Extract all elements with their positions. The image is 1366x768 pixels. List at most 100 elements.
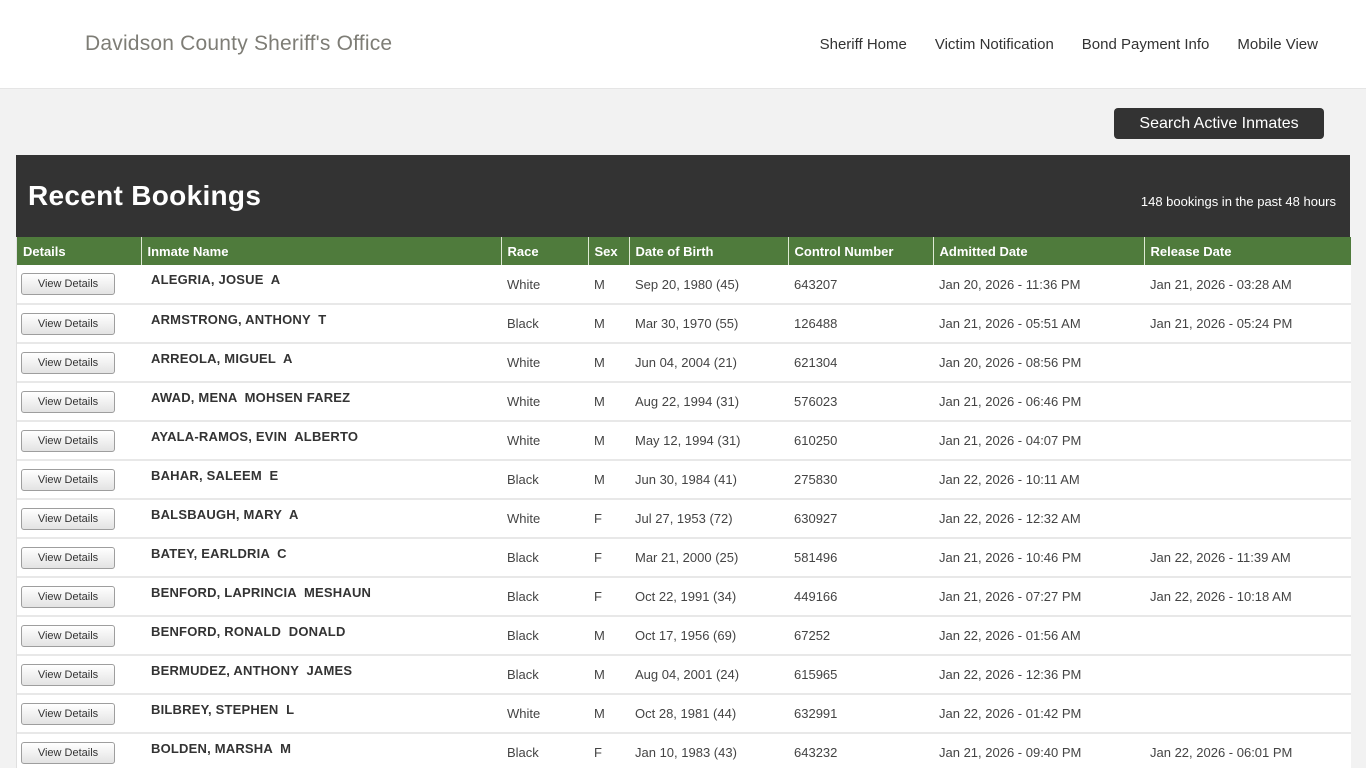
nav-sheriff-home[interactable]: Sheriff Home	[820, 36, 907, 53]
nav-mobile-view[interactable]: Mobile View	[1237, 36, 1318, 53]
date-of-birth-cell: Mar 30, 1970 (55)	[629, 304, 788, 343]
view-details-cell: View Details	[17, 460, 141, 499]
control-number-cell: 126488	[788, 304, 933, 343]
control-number-cell: 576023	[788, 382, 933, 421]
table-row: View Details ARREOLA, MIGUEL AWhiteMJun 0…	[17, 343, 1351, 382]
view-details-button[interactable]: View Details	[21, 547, 115, 569]
sex-cell: M	[588, 343, 629, 382]
sex-cell: M	[588, 460, 629, 499]
column-header-details: Details	[17, 237, 141, 265]
view-details-button[interactable]: View Details	[21, 586, 115, 608]
inmate-name-cell: ALEGRIA, JOSUE A	[141, 265, 501, 304]
inmate-name-cell: ARMSTRONG, ANTHONY T	[141, 304, 501, 343]
sex-cell: M	[588, 421, 629, 460]
admitted-date-cell: Jan 20, 2026 - 08:56 PM	[933, 343, 1144, 382]
sex-cell: F	[588, 499, 629, 538]
race-cell: Black	[501, 733, 588, 768]
sex-cell: M	[588, 694, 629, 733]
bookings-count-text: 148 bookings in the past 48 hours	[1141, 184, 1336, 209]
view-details-cell: View Details	[17, 265, 141, 304]
control-number-cell: 630927	[788, 499, 933, 538]
release-date-cell	[1144, 694, 1351, 733]
table-row: View DetailsAYALA-RAMOS, EVIN ALBERTOWhi…	[17, 421, 1351, 460]
view-details-button[interactable]: View Details	[21, 391, 115, 413]
search-active-inmates-button[interactable]: Search Active Inmates	[1114, 108, 1324, 139]
bookings-table-body: View DetailsALEGRIA, JOSUE AWhiteMSep 20…	[17, 265, 1351, 768]
race-cell: White	[501, 343, 588, 382]
view-details-cell: View Details	[17, 343, 141, 382]
table-row: View DetailsBOLDEN, MARSHA MBlackFJan 10…	[17, 733, 1351, 768]
date-of-birth-cell: Jan 10, 1983 (43)	[629, 733, 788, 768]
inmate-name-cell: BATEY, EARLDRIA C	[141, 538, 501, 577]
view-details-button[interactable]: View Details	[21, 703, 115, 725]
release-date-cell	[1144, 655, 1351, 694]
view-details-button[interactable]: View Details	[21, 508, 115, 530]
control-number-cell: 615965	[788, 655, 933, 694]
table-row: View DetailsBAHAR, SALEEM EBlackMJun 30,…	[17, 460, 1351, 499]
view-details-button[interactable]: View Details	[21, 664, 115, 686]
view-details-cell: View Details	[17, 421, 141, 460]
table-row: View DetailsALEGRIA, JOSUE AWhiteMSep 20…	[17, 265, 1351, 304]
sex-cell: M	[588, 616, 629, 655]
site-title: Davidson County Sheriff's Office	[85, 32, 392, 56]
release-date-cell	[1144, 343, 1351, 382]
control-number-cell: 643207	[788, 265, 933, 304]
site-header: Davidson County Sheriff's Office Sheriff…	[0, 0, 1366, 89]
date-of-birth-cell: Aug 22, 1994 (31)	[629, 382, 788, 421]
admitted-date-cell: Jan 21, 2026 - 10:46 PM	[933, 538, 1144, 577]
sex-cell: F	[588, 577, 629, 616]
view-details-button[interactable]: View Details	[21, 352, 115, 374]
table-row: View DetailsBALSBAUGH, MARY AWhiteFJul 2…	[17, 499, 1351, 538]
view-details-cell: View Details	[17, 655, 141, 694]
column-header-control-number: Control Number	[788, 237, 933, 265]
sex-cell: M	[588, 304, 629, 343]
control-number-cell: 449166	[788, 577, 933, 616]
table-row: View DetailsARMSTRONG, ANTHONY TBlackMMa…	[17, 304, 1351, 343]
view-details-cell: View Details	[17, 616, 141, 655]
control-number-cell: 275830	[788, 460, 933, 499]
column-header-date-of-birth: Date of Birth	[629, 237, 788, 265]
inmate-name-cell: BERMUDEZ, ANTHONY JAMES	[141, 655, 501, 694]
control-number-cell: 621304	[788, 343, 933, 382]
admitted-date-cell: Jan 21, 2026 - 05:51 AM	[933, 304, 1144, 343]
race-cell: White	[501, 382, 588, 421]
view-details-cell: View Details	[17, 694, 141, 733]
admitted-date-cell: Jan 21, 2026 - 07:27 PM	[933, 577, 1144, 616]
race-cell: Black	[501, 655, 588, 694]
view-details-button[interactable]: View Details	[21, 273, 115, 295]
control-number-cell: 643232	[788, 733, 933, 768]
view-details-cell: View Details	[17, 304, 141, 343]
nav-victim-notification[interactable]: Victim Notification	[935, 36, 1054, 53]
column-header-release-date: Release Date	[1144, 237, 1351, 265]
view-details-button[interactable]: View Details	[21, 313, 115, 335]
release-date-cell: Jan 22, 2026 - 10:18 AM	[1144, 577, 1351, 616]
inmate-name-cell: BALSBAUGH, MARY A	[141, 499, 501, 538]
date-of-birth-cell: Jun 04, 2004 (21)	[629, 343, 788, 382]
date-of-birth-cell: Jul 27, 1953 (72)	[629, 499, 788, 538]
race-cell: Black	[501, 577, 588, 616]
date-of-birth-cell: Aug 04, 2001 (24)	[629, 655, 788, 694]
admitted-date-cell: Jan 21, 2026 - 04:07 PM	[933, 421, 1144, 460]
race-cell: Black	[501, 616, 588, 655]
nav-bond-payment-info[interactable]: Bond Payment Info	[1082, 36, 1210, 53]
sex-cell: M	[588, 265, 629, 304]
admitted-date-cell: Jan 22, 2026 - 10:11 AM	[933, 460, 1144, 499]
control-number-cell: 632991	[788, 694, 933, 733]
table-row: View DetailsBENFORD, RONALD DONALDBlackM…	[17, 616, 1351, 655]
admitted-date-cell: Jan 22, 2026 - 12:36 PM	[933, 655, 1144, 694]
column-header-inmate-name: Inmate Name	[141, 237, 501, 265]
admitted-date-cell: Jan 22, 2026 - 12:32 AM	[933, 499, 1144, 538]
table-row: View Details BERMUDEZ, ANTHONY JAMESBlack…	[17, 655, 1351, 694]
view-details-button[interactable]: View Details	[21, 742, 115, 764]
release-date-cell	[1144, 499, 1351, 538]
view-details-button[interactable]: View Details	[21, 469, 115, 491]
sex-cell: M	[588, 382, 629, 421]
view-details-button[interactable]: View Details	[21, 430, 115, 452]
date-of-birth-cell: Oct 17, 1956 (69)	[629, 616, 788, 655]
table-header: Details Inmate Name Race Sex Date of Bir…	[17, 237, 1351, 265]
inmate-name-cell: ARREOLA, MIGUEL A	[141, 343, 501, 382]
table-row: View DetailsAWAD, MENA MOHSEN FAREZWhite…	[17, 382, 1351, 421]
control-number-cell: 67252	[788, 616, 933, 655]
view-details-button[interactable]: View Details	[21, 625, 115, 647]
bookings-table: Details Inmate Name Race Sex Date of Bir…	[16, 237, 1350, 768]
